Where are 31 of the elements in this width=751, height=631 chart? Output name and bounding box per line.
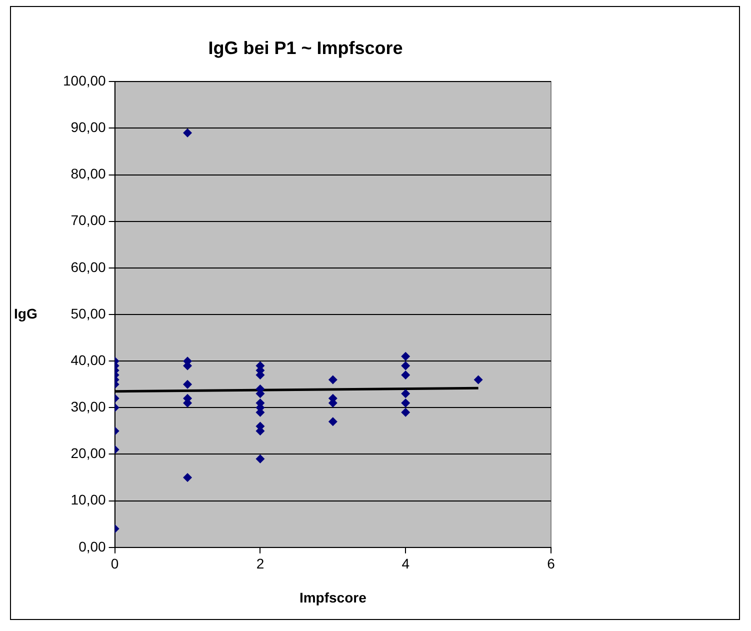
y-tick-label: 10,00: [70, 492, 106, 508]
point: [401, 361, 410, 370]
y-tick-label: 80,00: [70, 166, 106, 182]
x-tick-label: 6: [547, 556, 556, 572]
y-tick-label: 20,00: [70, 445, 106, 462]
chart-title: IgG bei P1 ~ Impfscore: [208, 38, 403, 58]
x-tick-label: 2: [256, 556, 264, 572]
x-axis-title: Impfscore: [299, 589, 367, 606]
y-tick-label: 90,00: [70, 119, 106, 136]
y-axis-title: IgG: [14, 305, 38, 322]
y-tick-label: 40,00: [70, 352, 106, 368]
point: [328, 375, 338, 384]
y-tick-label: 70,00: [70, 212, 106, 228]
y-tick-label: 30,00: [70, 398, 106, 415]
point: [183, 473, 192, 482]
y-tick-label: 50,00: [70, 305, 106, 322]
point: [256, 454, 265, 464]
point: [474, 375, 483, 384]
point: [183, 128, 192, 138]
y-tick-label: 0,00: [78, 538, 106, 554]
y-tick-label: 100,00: [62, 72, 106, 88]
point: [401, 398, 410, 408]
x-tick-label: 4: [402, 556, 410, 572]
y-tick-label: 60,00: [70, 258, 106, 275]
point: [401, 389, 410, 398]
point: [401, 408, 410, 417]
point: [401, 370, 410, 380]
x-tick-label: 0: [110, 556, 119, 572]
point: [401, 352, 410, 361]
point: [183, 380, 192, 389]
point: [328, 417, 338, 426]
